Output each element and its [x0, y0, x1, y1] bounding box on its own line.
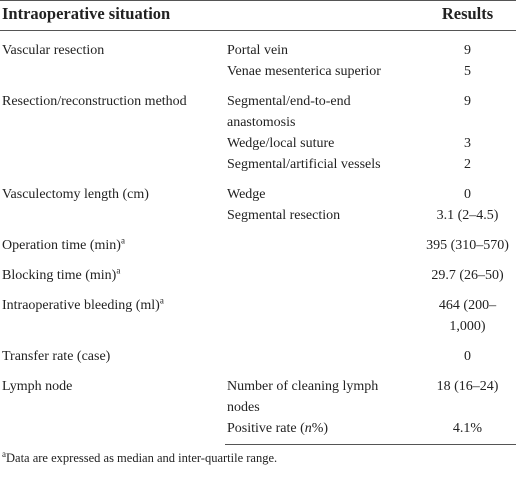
result: 9 [464, 94, 471, 109]
detail-cell: Portal vein [225, 31, 393, 62]
note-mark: a [159, 295, 164, 306]
detail-cell: Segmental/artificial vessels [225, 154, 393, 175]
result: 2 [464, 157, 471, 172]
result: 395 (310–570) [426, 238, 509, 253]
table-row: Operation time (min)a 395 (310–570) [0, 226, 516, 256]
row-label-cell: Vascular resection [0, 31, 225, 83]
result-cell: 0 [393, 175, 516, 205]
result: 0 [464, 187, 471, 202]
result: 0 [464, 349, 471, 364]
result: 9 [464, 43, 471, 58]
detail: Wedge [227, 187, 266, 202]
result: 3.1 (2–4.5) [436, 208, 499, 223]
detail-part: %) [311, 421, 329, 436]
row-label: Operation time (min) [2, 238, 121, 253]
table-row: Venae mesenterica superior 5 [0, 61, 516, 82]
detail-cell: Venae mesenterica superior [225, 61, 393, 82]
result-cell: 3 [393, 133, 516, 154]
header-row: Intraoperative situation Results [0, 0, 516, 31]
detail: Wedge/local suture [227, 136, 335, 151]
result: 29.7 (26–50) [431, 268, 504, 283]
detail-cell: Wedge/local suture [225, 133, 393, 154]
result-cell: 3.1 (2–4.5) [393, 205, 516, 226]
result-cell: 395 (310–570) [393, 226, 516, 256]
result-cell: 5 [393, 61, 516, 82]
note-mark: a [120, 235, 125, 246]
result-cell: 29.7 (26–50) [393, 256, 516, 286]
detail: Venae mesenterica superior [227, 64, 381, 79]
detail-part: Positive rate ( [227, 421, 305, 436]
row-label-cell: Blocking time (min)a [0, 256, 393, 286]
detail: Number of cleaning lymph nodes [227, 379, 379, 415]
detail-cell: Segmental/end-to-end anastomosis [225, 82, 393, 133]
detail: Portal vein [227, 43, 289, 58]
footnote-text: Data are expressed as median and inter-q… [6, 451, 278, 465]
note-mark: a [116, 265, 121, 276]
detail-part: n [304, 421, 312, 436]
row-label-cell: Transfer rate (case) [0, 337, 393, 367]
table-body: Vascular resection Portal vein 9 Venae mese… [0, 31, 516, 445]
result-cell: 464 (200–1,000) [393, 286, 516, 337]
table-row: Segmental/artificial vessels 2 [0, 154, 516, 175]
row-label-cell: Intraoperative bleeding (ml)a [0, 286, 393, 337]
table-row: Transfer rate (case) 0 [0, 337, 516, 367]
row-label-cell: Resection/reconstruction method [0, 82, 225, 175]
footnote: aData are expressed as median and inter-… [0, 448, 516, 466]
header-cell: Results [393, 0, 516, 31]
row-label: Vasculectomy length (cm) [2, 187, 149, 202]
detail: Segmental/artificial vessels [227, 157, 381, 172]
table-row: Intraoperative bleeding (ml)a 464 (200–1,… [0, 286, 516, 337]
row-label: Intraoperative bleeding (ml) [2, 298, 160, 313]
row-label: Resection/reconstruction method [2, 94, 187, 109]
table-row: Wedge/local suture 3 [0, 133, 516, 154]
row-label: Vascular resection [2, 43, 105, 58]
table-row: Positive rate (n%) 4.1% [0, 418, 516, 445]
result: 464 (200–1,000) [438, 298, 497, 334]
detail-cell: Number of cleaning lymph nodes [225, 367, 393, 418]
row-label-cell: Operation time (min)a [0, 226, 393, 256]
table-row: Resection/reconstruction method Segmental… [0, 82, 516, 133]
result-cell: 18 (16–24) [393, 367, 516, 418]
results-table: Intraoperative situation Results Vascula… [0, 0, 516, 445]
detail: Segmental/end-to-end anastomosis [227, 94, 351, 130]
detail-cell: Wedge [225, 175, 393, 205]
table-row: Vascular resection Portal vein 9 [0, 31, 516, 62]
result-cell: 2 [393, 154, 516, 175]
result: 3 [464, 136, 471, 151]
result-cell: 9 [393, 31, 516, 62]
result: 5 [464, 64, 471, 79]
row-label-cell: Vasculectomy length (cm) [0, 175, 225, 226]
detail: Segmental resection [227, 208, 341, 223]
table-row: Blocking time (min)a 29.7 (26–50) [0, 256, 516, 286]
row-label: Blocking time (min) [2, 268, 117, 283]
result: 18 (16–24) [436, 379, 499, 394]
row-label: Lymph node [2, 379, 73, 394]
row-label-cell: Lymph node [0, 367, 225, 445]
result-cell: 0 [393, 337, 516, 367]
result-cell: 4.1% [393, 418, 516, 445]
result: 4.1% [452, 421, 483, 436]
detail-cell: Segmental resection [225, 205, 393, 226]
table-row: Lymph node Number of cleaning lymph nodes… [0, 367, 516, 418]
table-row: Vasculectomy length (cm) Wedge 0 [0, 175, 516, 205]
header-cell: Intraoperative situation [0, 0, 394, 31]
table-row: Segmental resection 3.1 (2–4.5) [0, 205, 516, 226]
result-cell: 9 [393, 82, 516, 133]
detail-cell: Positive rate (n%) [225, 418, 394, 445]
footnote-mark: a [2, 448, 6, 459]
row-label: Transfer rate (case) [2, 349, 111, 364]
